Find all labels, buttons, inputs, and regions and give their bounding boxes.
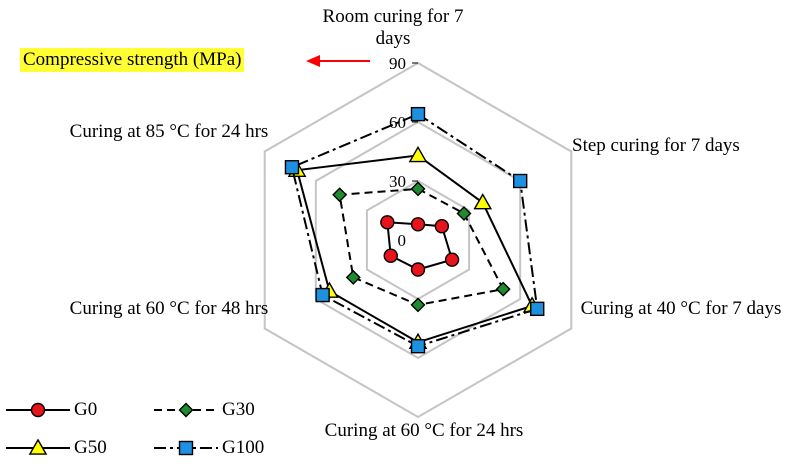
point-g0-3	[410, 262, 426, 277]
series-g30	[332, 181, 511, 313]
series-g100	[284, 106, 545, 354]
radar-series	[284, 106, 545, 354]
point-g100-0	[410, 106, 426, 122]
legend-item-g30: G30	[152, 398, 292, 422]
point-g50-1	[473, 193, 493, 210]
grid-ring-30	[365, 179, 471, 301]
legend: G0 G30 G50 G100	[0, 392, 300, 468]
axis-label-curing-60c-48h: Curing at 60 °C for 48 hrs	[69, 298, 269, 319]
legend-marker-g50	[28, 438, 48, 455]
tick-label-90: 90	[389, 54, 406, 73]
legend-swatch-g30	[154, 402, 218, 418]
point-g30-5	[332, 187, 348, 203]
point-g0-2	[444, 252, 460, 267]
legend-swatch-g100	[154, 440, 218, 456]
legend-item-g50: G50	[4, 436, 144, 460]
axis-label-curing-60c-24h: Curing at 60 °C for 24 hrs	[324, 420, 524, 441]
series-g0	[380, 215, 460, 277]
legend-item-g100: G100	[152, 436, 292, 460]
tick-label-0: 0	[398, 231, 407, 250]
grid-ring-90	[263, 61, 573, 419]
point-g100-1	[512, 173, 528, 189]
legend-swatch-g50	[6, 438, 70, 455]
point-g30-4	[345, 269, 361, 285]
axis-label-curing-40c-7d: Curing at 40 °C for 7 days	[580, 298, 782, 319]
legend-marker-g0	[30, 402, 46, 418]
point-g30-1	[456, 205, 472, 221]
legend-marker-g100	[178, 440, 194, 456]
point-g30-3	[410, 297, 426, 313]
legend-label-g0: G0	[74, 399, 98, 420]
legend-marker-g30	[178, 402, 194, 418]
axis-label-step-curing: Step curing for 7 days	[572, 135, 740, 156]
radial-axis-label: Compressive strength (MPa)	[20, 48, 245, 72]
legend-label-g100: G100	[222, 437, 265, 458]
point-g100-3	[410, 339, 426, 354]
legend-swatch-g0	[6, 402, 70, 418]
point-g0-5	[380, 215, 395, 230]
point-g0-0	[410, 217, 426, 232]
callout-arrow	[306, 55, 370, 67]
legend-item-g0: G0	[4, 398, 144, 422]
arrow-head	[306, 55, 320, 67]
axis-label-room-curing: Room curing for 7 days	[322, 6, 464, 49]
point-g30-0	[410, 181, 426, 197]
point-g0-1	[434, 219, 450, 234]
point-g100-2	[530, 301, 545, 317]
legend-label-g30: G30	[222, 399, 255, 420]
point-g50-0	[408, 145, 428, 163]
point-g100-4	[315, 287, 330, 303]
point-g0-4	[383, 248, 398, 263]
point-g100-5	[284, 160, 300, 175]
axis-label-curing-85c-24h: Curing at 85 °C for 24 hrs	[69, 121, 269, 142]
point-g30-2	[495, 281, 511, 297]
legend-label-g50: G50	[74, 437, 107, 458]
series-g50	[287, 145, 542, 350]
tick-label-30: 30	[389, 172, 406, 191]
